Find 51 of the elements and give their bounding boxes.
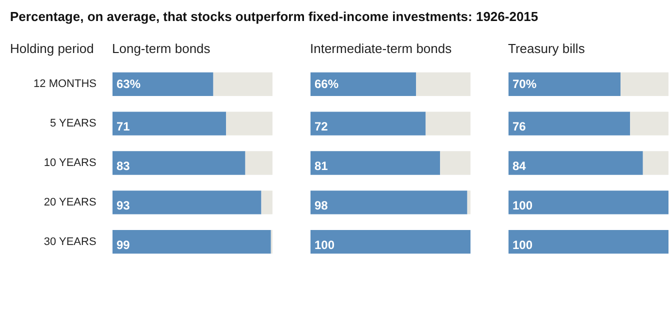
bar [112,112,226,136]
data-label: 63% [116,77,141,92]
data-label: 100 [512,238,533,252]
bar [112,151,246,175]
bar [213,72,272,96]
bar [310,190,468,214]
bar [508,190,668,214]
data-label: 98 [314,198,328,212]
y-tick-label: 5 YEARS [50,118,96,130]
bar [310,72,416,96]
bar [630,112,668,136]
y-tick-label: 20 YEARS [44,196,96,208]
chart-title: Intermediate-term bonds [310,40,452,58]
chart-subtitle: Long-term bonds [112,40,210,58]
chart-title: Treasury bills [508,40,585,58]
data-label: 100 [512,198,533,212]
bar [112,72,214,96]
bar [508,72,620,96]
y-axis-title: Holding period [10,40,94,58]
bar [245,151,272,175]
bar [310,230,470,254]
bar [112,190,262,214]
bar [642,151,668,175]
data-label: 81 [314,159,328,173]
bar [310,112,426,136]
y-tick-label: 10 YEARS [44,157,96,169]
data-label: 76 [512,120,526,134]
data-label: 83 [116,159,130,173]
chart-title: Percentage, on average, that stocks outperform fixed-income investments: 1926-2015 [10,8,538,26]
data-label: 100 [314,238,335,252]
data-label: 71 [116,120,130,134]
bar [426,112,470,136]
data-label: 84 [512,159,526,173]
y-tick-label: 12 MONTHS [34,78,97,90]
y-tick-label: 30 YEARS [44,236,96,248]
data-label: 99 [116,238,130,252]
bar [467,190,470,214]
bar [226,112,272,136]
bar [112,230,271,254]
data-label: 72 [314,120,328,134]
bar [508,230,668,254]
bar [508,112,630,136]
bar [261,190,272,214]
data-label: 93 [116,198,130,212]
bar [416,72,470,96]
bar [310,151,440,175]
bar [440,151,470,175]
bar [508,151,643,175]
data-label: 70% [512,77,537,92]
bar [620,72,668,96]
data-label: 66% [314,77,339,92]
